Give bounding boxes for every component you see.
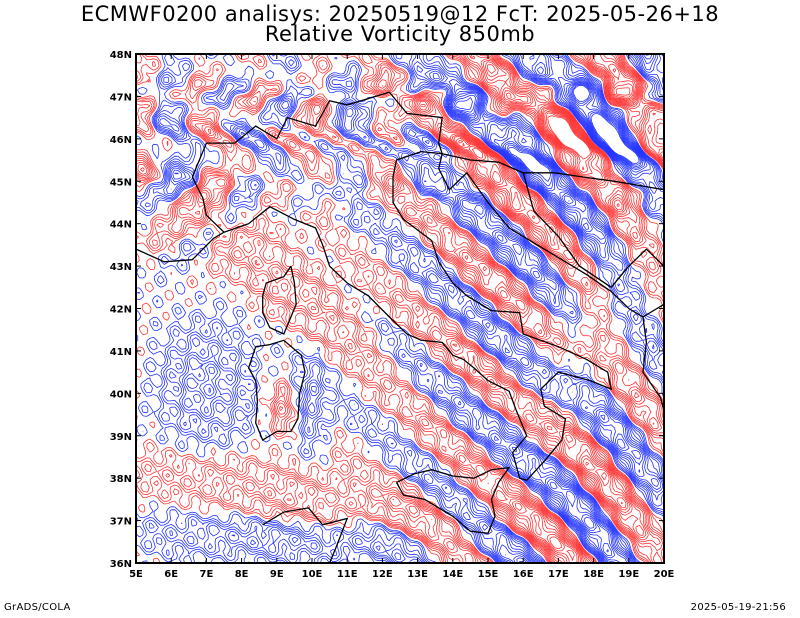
lon-label: 8E (235, 569, 249, 580)
render-timestamp: 2025-05-19-21:56 (690, 602, 786, 613)
negative-contour (453, 83, 643, 563)
coastline-segment (191, 91, 443, 178)
positive-contour (136, 54, 664, 563)
coastline-segment (610, 248, 664, 288)
lat-label: 38N (110, 474, 132, 485)
lon-label: 6E (164, 569, 178, 580)
lon-label: 10E (302, 569, 323, 580)
positive-contour (136, 54, 664, 563)
negative-contour (170, 54, 662, 563)
lon-label: 14E (442, 569, 463, 580)
coastline-segment (642, 303, 664, 318)
lon-label: 17E (548, 569, 569, 580)
lat-label: 40N (110, 389, 132, 400)
lon-label: 9E (270, 569, 284, 580)
coastline-segment (438, 153, 664, 411)
negative-contour (172, 54, 659, 563)
coastline-segment (191, 176, 225, 233)
grads-credit: GrADS/COLA (4, 602, 71, 613)
lon-label: 16E (513, 569, 534, 580)
lat-label: 36N (110, 559, 132, 570)
coastline-segment (262, 507, 349, 563)
coastline-segment (395, 466, 511, 535)
lat-label: 39N (110, 432, 132, 443)
coastline-segment (262, 265, 297, 335)
positive-contour (136, 54, 664, 563)
lon-label: 18E (583, 569, 604, 580)
vorticity-contours (136, 54, 664, 563)
lat-label: 46N (110, 135, 132, 146)
lon-label: 15E (478, 569, 499, 580)
coastline-segment (442, 153, 664, 191)
lon-label: 5E (129, 569, 143, 580)
coastline-segment (522, 172, 612, 288)
positive-contour (199, 54, 664, 563)
positive-contour (136, 54, 664, 563)
lat-label: 47N (110, 92, 132, 103)
negative-contour (157, 54, 664, 563)
lon-label: 19E (618, 569, 639, 580)
positive-contour (455, 68, 633, 561)
coastline-segment (247, 339, 306, 441)
lat-label: 48N (110, 50, 132, 61)
axis-ticks: 5E 6E 7E 8E 9E 10E 11E 12E 13E 14E 15E 16E 17E 18E 19E… (110, 50, 675, 580)
lat-label: 42N (110, 305, 132, 316)
lat-label: 44N (110, 220, 132, 231)
negative-contour (136, 54, 664, 563)
lon-label: 13E (407, 569, 428, 580)
positive-contour (137, 54, 664, 563)
lon-label: 7E (200, 569, 214, 580)
coastline-segment (223, 150, 613, 482)
negative-contour (159, 54, 664, 563)
lat-label: 43N (110, 262, 132, 273)
coastline-segment (136, 231, 225, 263)
lon-label: 11E (337, 569, 358, 580)
lat-label: 45N (110, 177, 132, 188)
negative-contour (136, 54, 664, 563)
lon-label: 12E (372, 569, 393, 580)
negative-contour (508, 85, 640, 529)
positive-contour (458, 87, 631, 550)
map-title: ECMWF0200 analisys: 20250519@12 FcT: 202… (80, 2, 720, 26)
negative-contour (174, 54, 653, 563)
positive-contour (136, 54, 664, 563)
negative-contour (156, 54, 664, 563)
coastline-overlay (136, 91, 664, 563)
positive-contour (454, 63, 635, 563)
positive-contour (136, 54, 664, 563)
map-subtitle: Relative Vorticity 850mb (264, 22, 536, 46)
lat-label: 37N (110, 517, 132, 528)
lon-label: 20E (654, 569, 675, 580)
lat-label: 41N (110, 347, 132, 358)
negative-contour (452, 54, 651, 563)
